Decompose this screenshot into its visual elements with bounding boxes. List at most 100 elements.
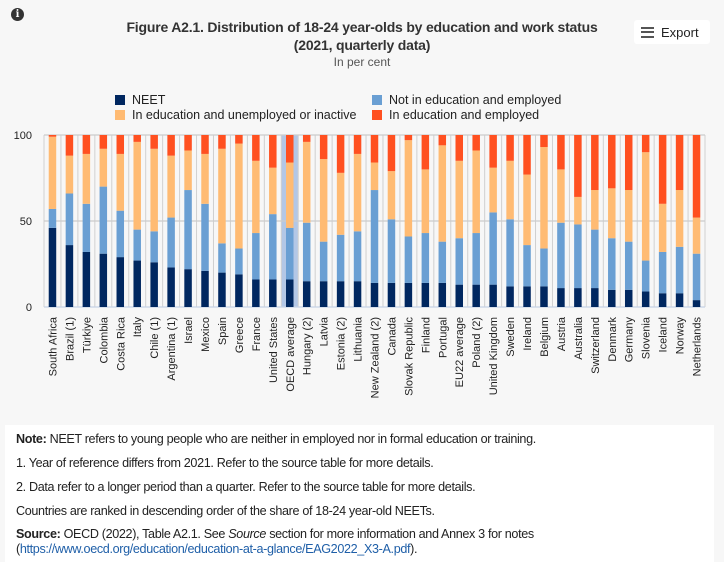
legend-item-neet[interactable]: NEET	[115, 93, 372, 107]
x-tick-label: OECD average	[285, 317, 297, 392]
bar-segment	[472, 284, 480, 307]
x-tick-label: Mexico	[200, 317, 212, 352]
bar-segment	[404, 140, 413, 237]
x-tick-label: Hungary (2)	[302, 317, 314, 375]
bar-segment	[658, 135, 667, 204]
bar-segment	[99, 135, 108, 149]
note-label: Note:	[16, 432, 47, 446]
bar-segment	[82, 135, 91, 154]
bar-segment	[218, 272, 226, 307]
legend-swatch	[372, 110, 382, 120]
bar-segment	[591, 288, 599, 307]
title-line-1: Figure A2.1. Distribution of 18-24 year-…	[126, 19, 598, 35]
bar-segment	[489, 167, 497, 213]
bar-segment	[65, 155, 74, 194]
bar-segment	[523, 286, 531, 307]
bar-segment	[116, 153, 125, 211]
export-button[interactable]: Export	[634, 20, 710, 44]
bar-segment	[218, 243, 226, 273]
bar-segment	[370, 135, 379, 163]
info-icon[interactable]: i	[11, 8, 24, 21]
bar-segment	[472, 135, 480, 151]
bar-segment	[404, 282, 413, 307]
legend: NEET Not in education and employed In ed…	[115, 93, 612, 122]
bar-segment	[269, 214, 277, 280]
bar-segment	[574, 288, 582, 307]
x-tick-label: Colombia	[98, 316, 110, 363]
stacked-bar-chart: 0 50 100 South Africa Brazil (1) Türkiye Colom…	[14, 130, 706, 398]
bar-segment	[150, 148, 158, 232]
x-tick-label: Poland (2)	[471, 317, 483, 368]
bar-segment	[692, 217, 701, 254]
bar-segment	[421, 233, 430, 283]
source-text: section for more information and Annex 3…	[266, 527, 534, 541]
bar-segment	[286, 227, 294, 280]
legend-item-in-education-unemployed[interactable]: In education and unemployed or inactive	[115, 108, 372, 122]
bar-segment	[455, 160, 463, 239]
bar-segment	[286, 162, 294, 228]
bar-segment	[574, 196, 582, 225]
bar-segment	[675, 246, 684, 294]
x-tick-label: Greece	[234, 317, 246, 353]
bar-segment	[319, 241, 328, 282]
legend-swatch	[115, 95, 125, 105]
bar-segment	[319, 159, 328, 242]
bar-segment	[184, 150, 192, 191]
bar-segment	[557, 135, 565, 170]
bar-segment	[506, 219, 514, 287]
bar-segment	[658, 203, 667, 252]
bar-segment	[252, 233, 260, 280]
bar-segment	[692, 253, 701, 301]
source-label: Source:	[16, 527, 61, 541]
bar-segment	[302, 222, 311, 282]
bar-segment	[421, 169, 430, 234]
bar-segment	[99, 253, 108, 307]
bar-segment	[218, 135, 226, 149]
bar-segment	[641, 135, 650, 153]
bar-segment	[523, 135, 531, 175]
bar-segment	[336, 172, 345, 235]
x-tick-label: Slovak Republic	[403, 317, 415, 396]
bar-segment	[150, 262, 158, 307]
bar-segment	[65, 135, 74, 156]
title-line-2: (2021, quarterly data)	[293, 37, 431, 53]
bar-segment	[421, 135, 430, 170]
bar-segment	[353, 153, 362, 232]
bar-segment	[201, 270, 209, 307]
bar-segment	[133, 141, 141, 230]
x-tick-label: Denmark	[607, 317, 619, 362]
bar-segment	[489, 212, 497, 285]
bar-segment	[624, 289, 633, 307]
bar-segment	[557, 222, 565, 289]
bar-segment	[370, 282, 379, 307]
bar-segment	[489, 135, 497, 168]
bar-segment	[286, 135, 294, 163]
bar-segment	[608, 289, 616, 307]
x-tick-label: United States	[268, 317, 280, 384]
legend-item-not-in-education-employed[interactable]: Not in education and employed	[372, 93, 612, 107]
bar-segment	[353, 135, 362, 154]
bar-segment	[252, 160, 260, 234]
bar-segment	[506, 160, 514, 220]
ranking-note: Countries are ranked in descending order…	[16, 504, 435, 518]
bar-segment	[201, 153, 209, 204]
bar-segment	[48, 208, 57, 228]
source-link[interactable]: https://www.oecd.org/education/education…	[19, 542, 411, 556]
bar-segment	[82, 153, 91, 204]
x-tick-label: Germany	[624, 317, 636, 363]
y-tick-label: 0	[26, 302, 32, 314]
bar-segment	[591, 229, 599, 289]
x-tick-label: EU22 average	[454, 317, 466, 387]
bar-segment	[336, 135, 345, 173]
legend-swatch	[115, 110, 125, 120]
x-tick-label: Estonia (2)	[336, 317, 348, 370]
bar-segment	[692, 300, 701, 307]
bar-segment	[201, 135, 209, 154]
bar-segment	[48, 136, 57, 209]
bar-segment	[608, 238, 616, 290]
bar-segment	[438, 282, 447, 307]
legend-item-in-education-employed[interactable]: In education and employed	[372, 108, 612, 122]
bar-segment	[99, 148, 108, 187]
bar-segment	[540, 135, 548, 148]
bar-segment	[591, 135, 599, 191]
